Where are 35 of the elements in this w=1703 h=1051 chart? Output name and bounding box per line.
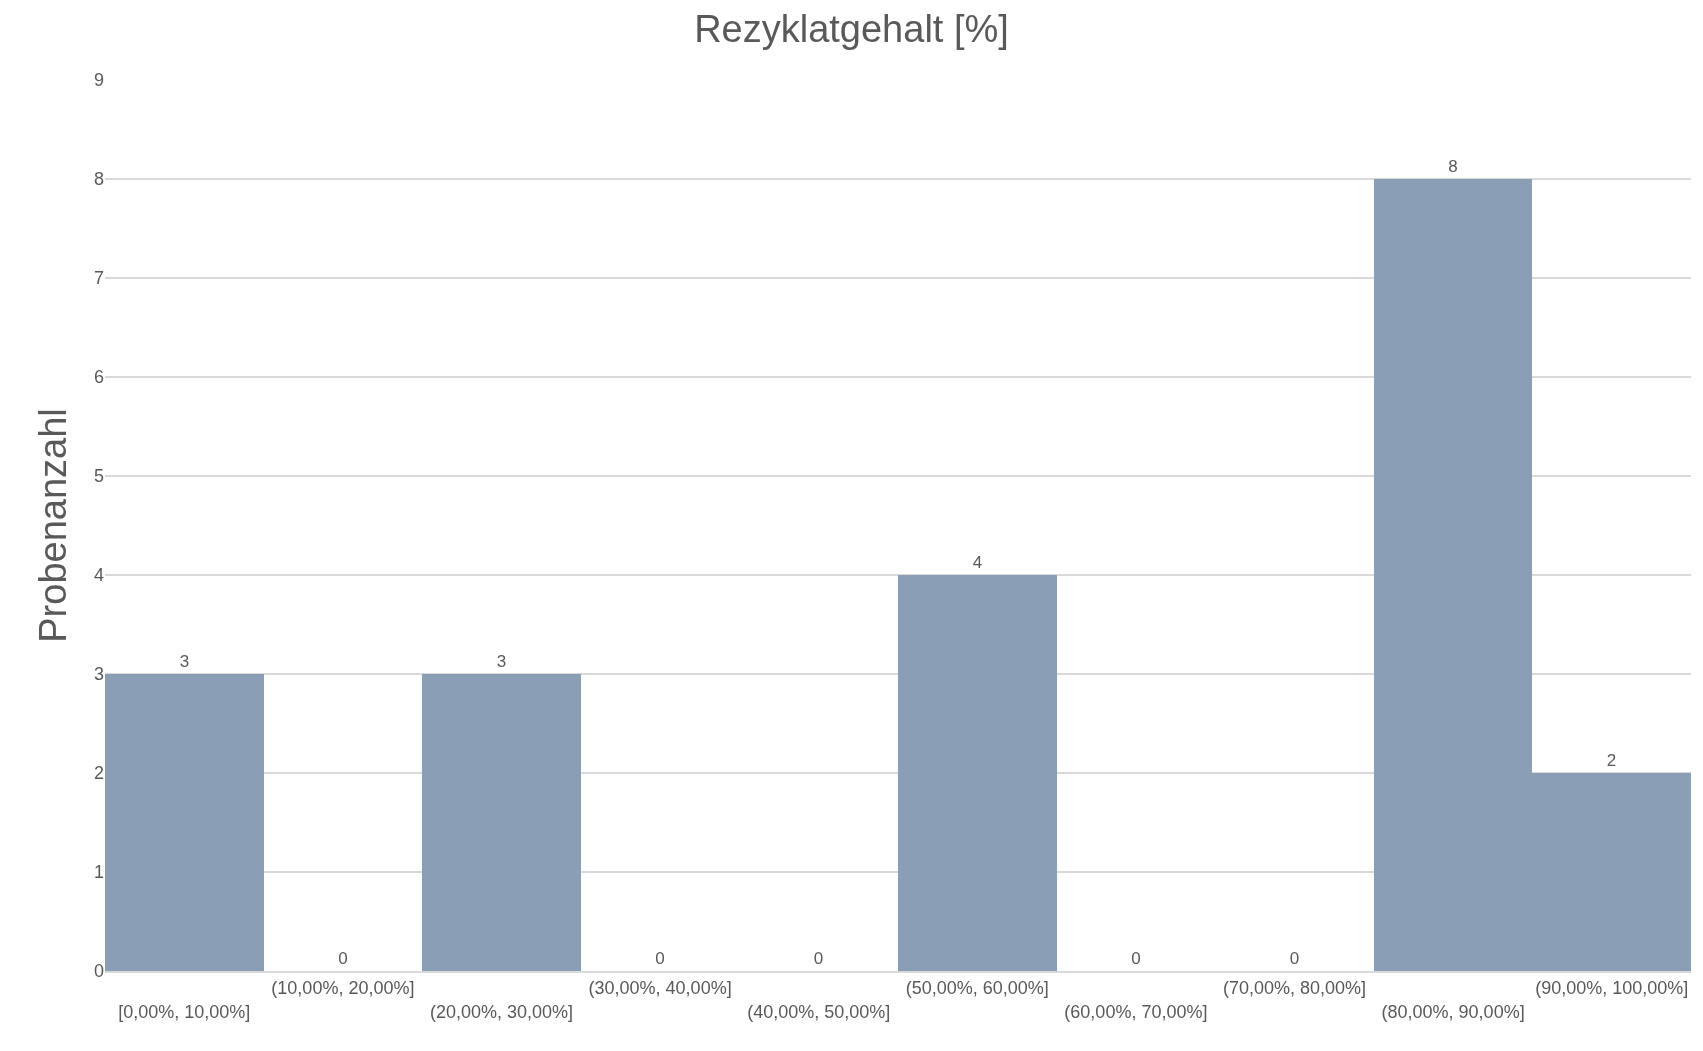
y-tick-label: 9 <box>93 70 104 91</box>
x-tick-label: (10,00%, 20,00%] <box>271 978 415 999</box>
y-tick-label: 8 <box>93 169 104 190</box>
y-tick-label: 4 <box>93 565 104 586</box>
x-tick-label: (20,00%, 30,00%] <box>429 1001 574 1022</box>
x-tick-label: [0,00%, 10,00%] <box>118 1001 251 1022</box>
data-label: 4 <box>972 553 983 572</box>
x-tick-label: (30,00%, 40,00%] <box>588 978 732 999</box>
y-tick-label: 6 <box>93 367 104 388</box>
y-axis-title: Probenanzahl <box>32 408 75 643</box>
y-tick-label: 1 <box>93 862 104 883</box>
data-label: 8 <box>1448 157 1458 176</box>
data-label: 0 <box>1289 949 1300 968</box>
data-label: 3 <box>496 652 507 671</box>
y-tick-label: 3 <box>93 664 104 685</box>
x-tick-label: (40,00%, 50,00%] <box>747 1001 891 1022</box>
data-label: 2 <box>1606 751 1617 770</box>
data-label: 0 <box>338 949 348 968</box>
data-label: 0 <box>1131 949 1141 968</box>
y-tick-label: 2 <box>93 763 104 784</box>
data-label: 0 <box>655 949 665 968</box>
bar <box>898 575 1057 971</box>
y-tick-label: 7 <box>93 268 104 289</box>
y-tick-label: 5 <box>93 466 104 487</box>
x-tick-label: (50,00%, 60,00%] <box>905 978 1049 999</box>
data-label: 3 <box>179 652 190 671</box>
bar <box>105 674 264 971</box>
x-tick-label: (80,00%, 90,00%] <box>1381 1001 1525 1022</box>
bar <box>422 674 581 971</box>
x-tick-label: (60,00%, 70,00%] <box>1064 1001 1208 1022</box>
data-label: 0 <box>813 949 824 968</box>
x-tick-label: (70,00%, 80,00%] <box>1222 978 1367 999</box>
x-tick-label: (90,00%, 100,00%] <box>1535 978 1689 999</box>
y-tick-label: 0 <box>93 961 104 982</box>
chart-title: Rezyklatgehalt [%] <box>694 8 1009 51</box>
